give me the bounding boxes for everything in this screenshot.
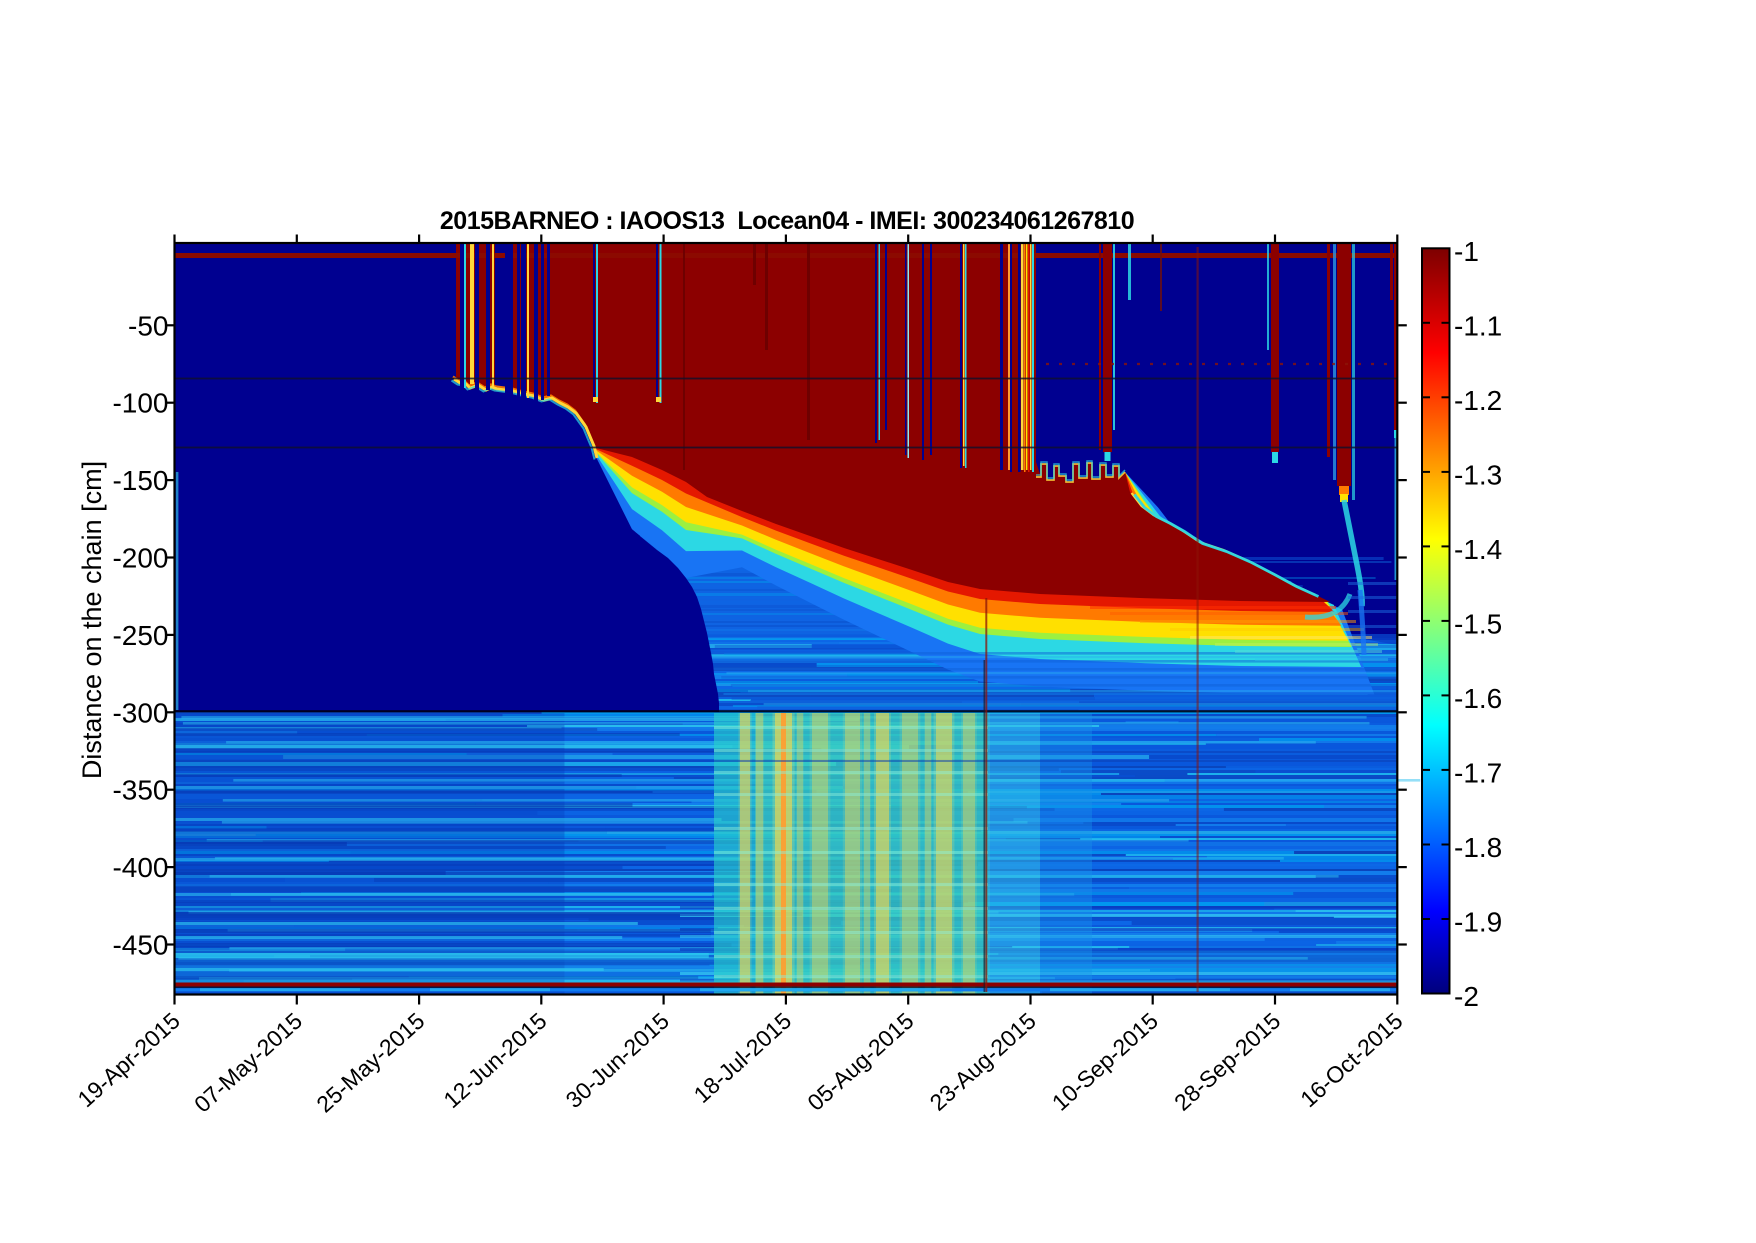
svg-text:-50: -50 — [128, 310, 168, 341]
svg-text:-150: -150 — [112, 465, 168, 496]
svg-text:-1: -1 — [1454, 236, 1479, 267]
svg-text:-1.3: -1.3 — [1454, 459, 1502, 490]
svg-text:-2: -2 — [1454, 981, 1479, 1012]
svg-text:-200: -200 — [112, 543, 168, 574]
svg-text:-250: -250 — [112, 620, 168, 651]
svg-text:-1.5: -1.5 — [1454, 608, 1502, 639]
svg-text:-100: -100 — [112, 388, 168, 419]
svg-text:-400: -400 — [112, 852, 168, 883]
svg-text:2015BARNEO : IAOOS13 Locean04: 2015BARNEO : IAOOS13 Locean04 - IMEI: 30… — [440, 207, 1134, 235]
svg-text:-1.1: -1.1 — [1454, 310, 1502, 341]
svg-text:-1.7: -1.7 — [1454, 757, 1502, 788]
svg-text:-1.8: -1.8 — [1454, 832, 1502, 863]
svg-text:-1.4: -1.4 — [1454, 534, 1502, 565]
svg-text:-300: -300 — [112, 697, 168, 728]
svg-text:-1.2: -1.2 — [1454, 385, 1502, 416]
svg-text:Distance on the chain [cm]: Distance on the chain [cm] — [77, 461, 107, 779]
svg-text:-450: -450 — [112, 930, 168, 961]
svg-text:-350: -350 — [112, 775, 168, 806]
svg-text:-1.9: -1.9 — [1454, 907, 1502, 938]
svg-text:-1.6: -1.6 — [1454, 683, 1502, 714]
